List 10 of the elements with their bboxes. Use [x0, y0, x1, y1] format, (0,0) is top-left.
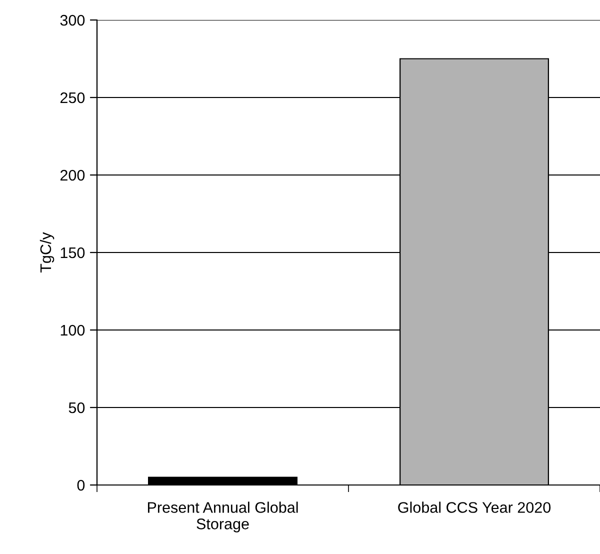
y-tick-label: 200 — [60, 170, 85, 181]
y-tick-label: 150 — [60, 247, 85, 258]
y-tick-label: 250 — [60, 92, 85, 104]
y-tick-label: 0 — [77, 480, 85, 491]
x-tick-label: Present Annual Global Storage — [148, 502, 298, 532]
y-tick-label: 100 — [60, 324, 85, 336]
y-axis-title: TgC/y — [40, 232, 54, 273]
y-tick-label: 300 — [60, 14, 85, 26]
y-tick-label: 50 — [68, 402, 85, 414]
x-tick-label: Global CCS Year 2020 — [398, 502, 551, 513]
